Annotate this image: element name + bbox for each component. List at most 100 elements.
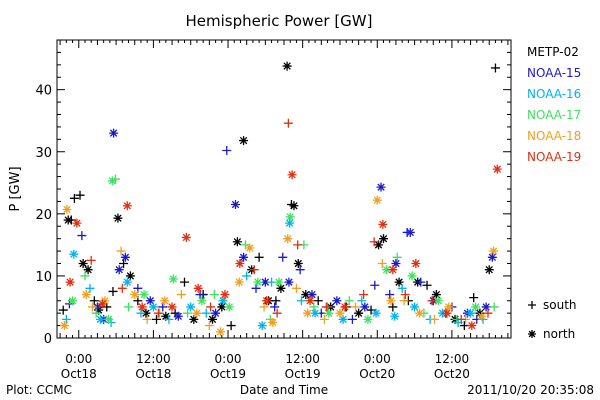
south-marker <box>75 190 85 200</box>
north-marker <box>125 271 135 281</box>
north-marker <box>245 243 255 253</box>
north-marker <box>283 234 293 244</box>
north-marker <box>78 259 88 268</box>
data-points <box>58 61 502 337</box>
north-marker <box>189 314 199 324</box>
marker-legend-label: south <box>543 298 577 312</box>
north-marker <box>113 213 123 223</box>
north-marker <box>168 274 178 284</box>
north-marker <box>372 195 382 205</box>
north-marker <box>410 302 420 312</box>
north-marker <box>59 321 69 331</box>
series-noaa-19 <box>65 118 502 331</box>
north-marker <box>260 277 270 287</box>
south-marker <box>319 314 329 324</box>
south-marker <box>344 296 354 306</box>
south-marker <box>357 296 367 306</box>
legend-entry: NOAA-19 <box>527 150 581 164</box>
south-marker <box>204 321 214 331</box>
north-marker <box>378 219 388 229</box>
north-marker <box>114 265 124 275</box>
south-marker <box>206 302 216 312</box>
legend-entry: NOAA-15 <box>527 66 581 80</box>
south-marker <box>399 296 409 306</box>
north-marker <box>274 277 284 287</box>
north-marker <box>293 259 303 268</box>
north-marker <box>92 302 102 312</box>
north-marker <box>160 296 170 306</box>
north-marker <box>374 240 384 250</box>
north-marker <box>120 252 130 262</box>
north-marker <box>253 277 263 287</box>
north-marker <box>69 249 79 259</box>
south-marker <box>119 259 129 268</box>
north-marker <box>72 218 82 228</box>
north-marker <box>282 61 292 71</box>
south-marker <box>422 280 432 290</box>
north-marker <box>65 277 75 287</box>
south-marker <box>296 296 306 306</box>
north-marker <box>305 296 315 306</box>
south-marker <box>124 302 134 312</box>
north-marker <box>220 290 230 300</box>
south-marker <box>195 290 205 300</box>
south-marker <box>385 290 395 300</box>
south-marker <box>242 271 252 281</box>
south-marker <box>69 193 79 203</box>
north-marker <box>379 234 389 244</box>
north-marker <box>360 302 370 312</box>
north-marker <box>284 277 294 287</box>
south-marker <box>222 146 232 156</box>
north-marker <box>262 296 272 306</box>
south-marker <box>271 296 281 306</box>
south-marker <box>370 280 380 290</box>
north-marker <box>475 308 485 318</box>
south-marker <box>359 290 369 300</box>
x-tick-label-time: 12:00 <box>285 352 320 366</box>
north-marker <box>335 308 345 318</box>
north-marker <box>224 302 234 312</box>
south-marker <box>392 252 402 262</box>
south-marker <box>430 314 440 324</box>
north-marker <box>197 296 207 306</box>
north-marker <box>186 302 196 312</box>
south-marker <box>116 246 126 256</box>
x-tick-label-date: Oct18 <box>135 367 171 381</box>
south-marker <box>87 302 97 312</box>
north-marker <box>489 246 499 256</box>
north-marker <box>193 283 203 293</box>
x-tick-label-time: 0:00 <box>65 352 92 366</box>
south-marker <box>351 302 361 312</box>
north-marker <box>407 271 417 281</box>
north-marker <box>94 305 104 315</box>
x-tick-label-date: Oct20 <box>434 367 470 381</box>
north-marker <box>62 204 72 214</box>
north-marker <box>181 232 191 242</box>
north-marker <box>390 311 400 321</box>
south-marker <box>272 308 282 318</box>
y-axis-label: P [GW] <box>8 166 23 211</box>
north-marker <box>371 308 381 318</box>
south-marker <box>400 290 410 300</box>
north-marker <box>376 182 386 192</box>
north-marker <box>307 290 317 300</box>
north-marker <box>431 290 441 300</box>
south-marker <box>183 308 193 318</box>
legend-entry: NOAA-17 <box>527 108 581 122</box>
y-tick-label: 20 <box>35 208 52 223</box>
south-marker <box>80 271 90 281</box>
series-metp-02 <box>58 61 500 331</box>
south-marker <box>369 237 379 247</box>
south-marker <box>85 283 95 293</box>
north-marker <box>391 259 401 268</box>
chart-title: Hemispheric Power [GW] <box>186 12 373 30</box>
south-marker <box>283 118 293 128</box>
south-marker <box>108 286 118 296</box>
north-marker <box>107 176 117 186</box>
north-marker <box>487 252 497 262</box>
north-marker <box>161 311 171 321</box>
south-marker <box>86 255 96 265</box>
north-marker <box>484 265 494 275</box>
north-marker <box>285 218 295 228</box>
south-marker <box>58 305 68 315</box>
